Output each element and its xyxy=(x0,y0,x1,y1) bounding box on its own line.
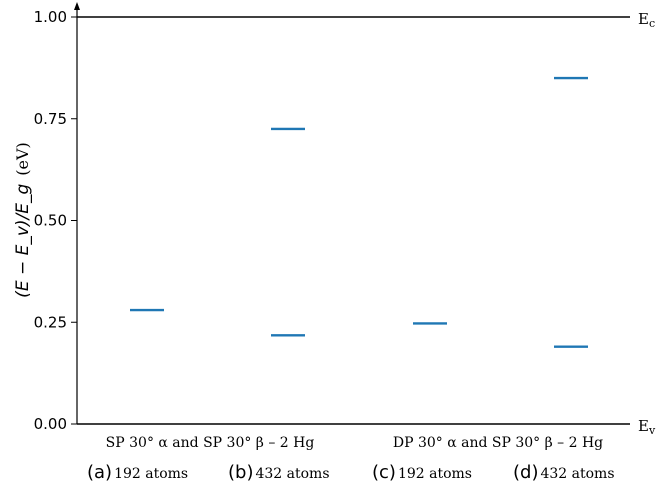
y-tick-label: 1.00 xyxy=(34,8,67,26)
y-axis-label-math: (E − E_v)/E_g xyxy=(13,183,33,297)
case-labels: (a) 192 atoms (b) 432 atoms (c) 192 atoms (d) 4… xyxy=(87,462,615,483)
y-tick-label: 0.50 xyxy=(34,212,67,230)
case-label-d: (d) 432 atoms xyxy=(513,462,615,483)
valence-band-label-main: E xyxy=(638,417,649,435)
group-label-dp: DP 30° α and SP 30° β – 2 Hg xyxy=(393,435,603,451)
case-letter: (a) xyxy=(87,462,112,483)
y-tick-label: 0.00 xyxy=(34,415,67,433)
case-atoms: 192 atoms xyxy=(114,466,188,482)
case-label-b: (b) 432 atoms xyxy=(228,462,330,483)
case-atoms: 432 atoms xyxy=(255,466,329,482)
y-axis-label: (E − E_v)/E_g (eV) xyxy=(13,142,33,298)
y-axis-arrow xyxy=(74,2,80,10)
valence-band-label-sub: v xyxy=(648,424,656,437)
case-letter: (d) xyxy=(513,462,538,483)
case-letter: (b) xyxy=(228,462,253,483)
group-label-sp: SP 30° α and SP 30° β – 2 Hg xyxy=(106,435,315,451)
y-ticks: 0.00 0.25 0.50 0.75 1.00 xyxy=(34,8,77,433)
valence-band-label: Ev xyxy=(638,417,656,437)
case-atoms: 432 atoms xyxy=(540,466,614,482)
y-tick-label: 0.25 xyxy=(34,313,67,331)
conduction-band-label: Ec xyxy=(638,10,655,30)
conduction-band-label-sub: c xyxy=(649,17,655,30)
y-tick-label: 0.75 xyxy=(34,110,67,128)
case-atoms: 192 atoms xyxy=(398,466,472,482)
case-letter: (c) xyxy=(372,462,396,483)
y-axis-label-unit: (eV) xyxy=(13,142,32,176)
case-label-c: (c) 192 atoms xyxy=(372,462,472,483)
defect-levels xyxy=(130,76,588,348)
conduction-band-label-main: E xyxy=(638,10,649,28)
case-label-a: (a) 192 atoms xyxy=(87,462,188,483)
